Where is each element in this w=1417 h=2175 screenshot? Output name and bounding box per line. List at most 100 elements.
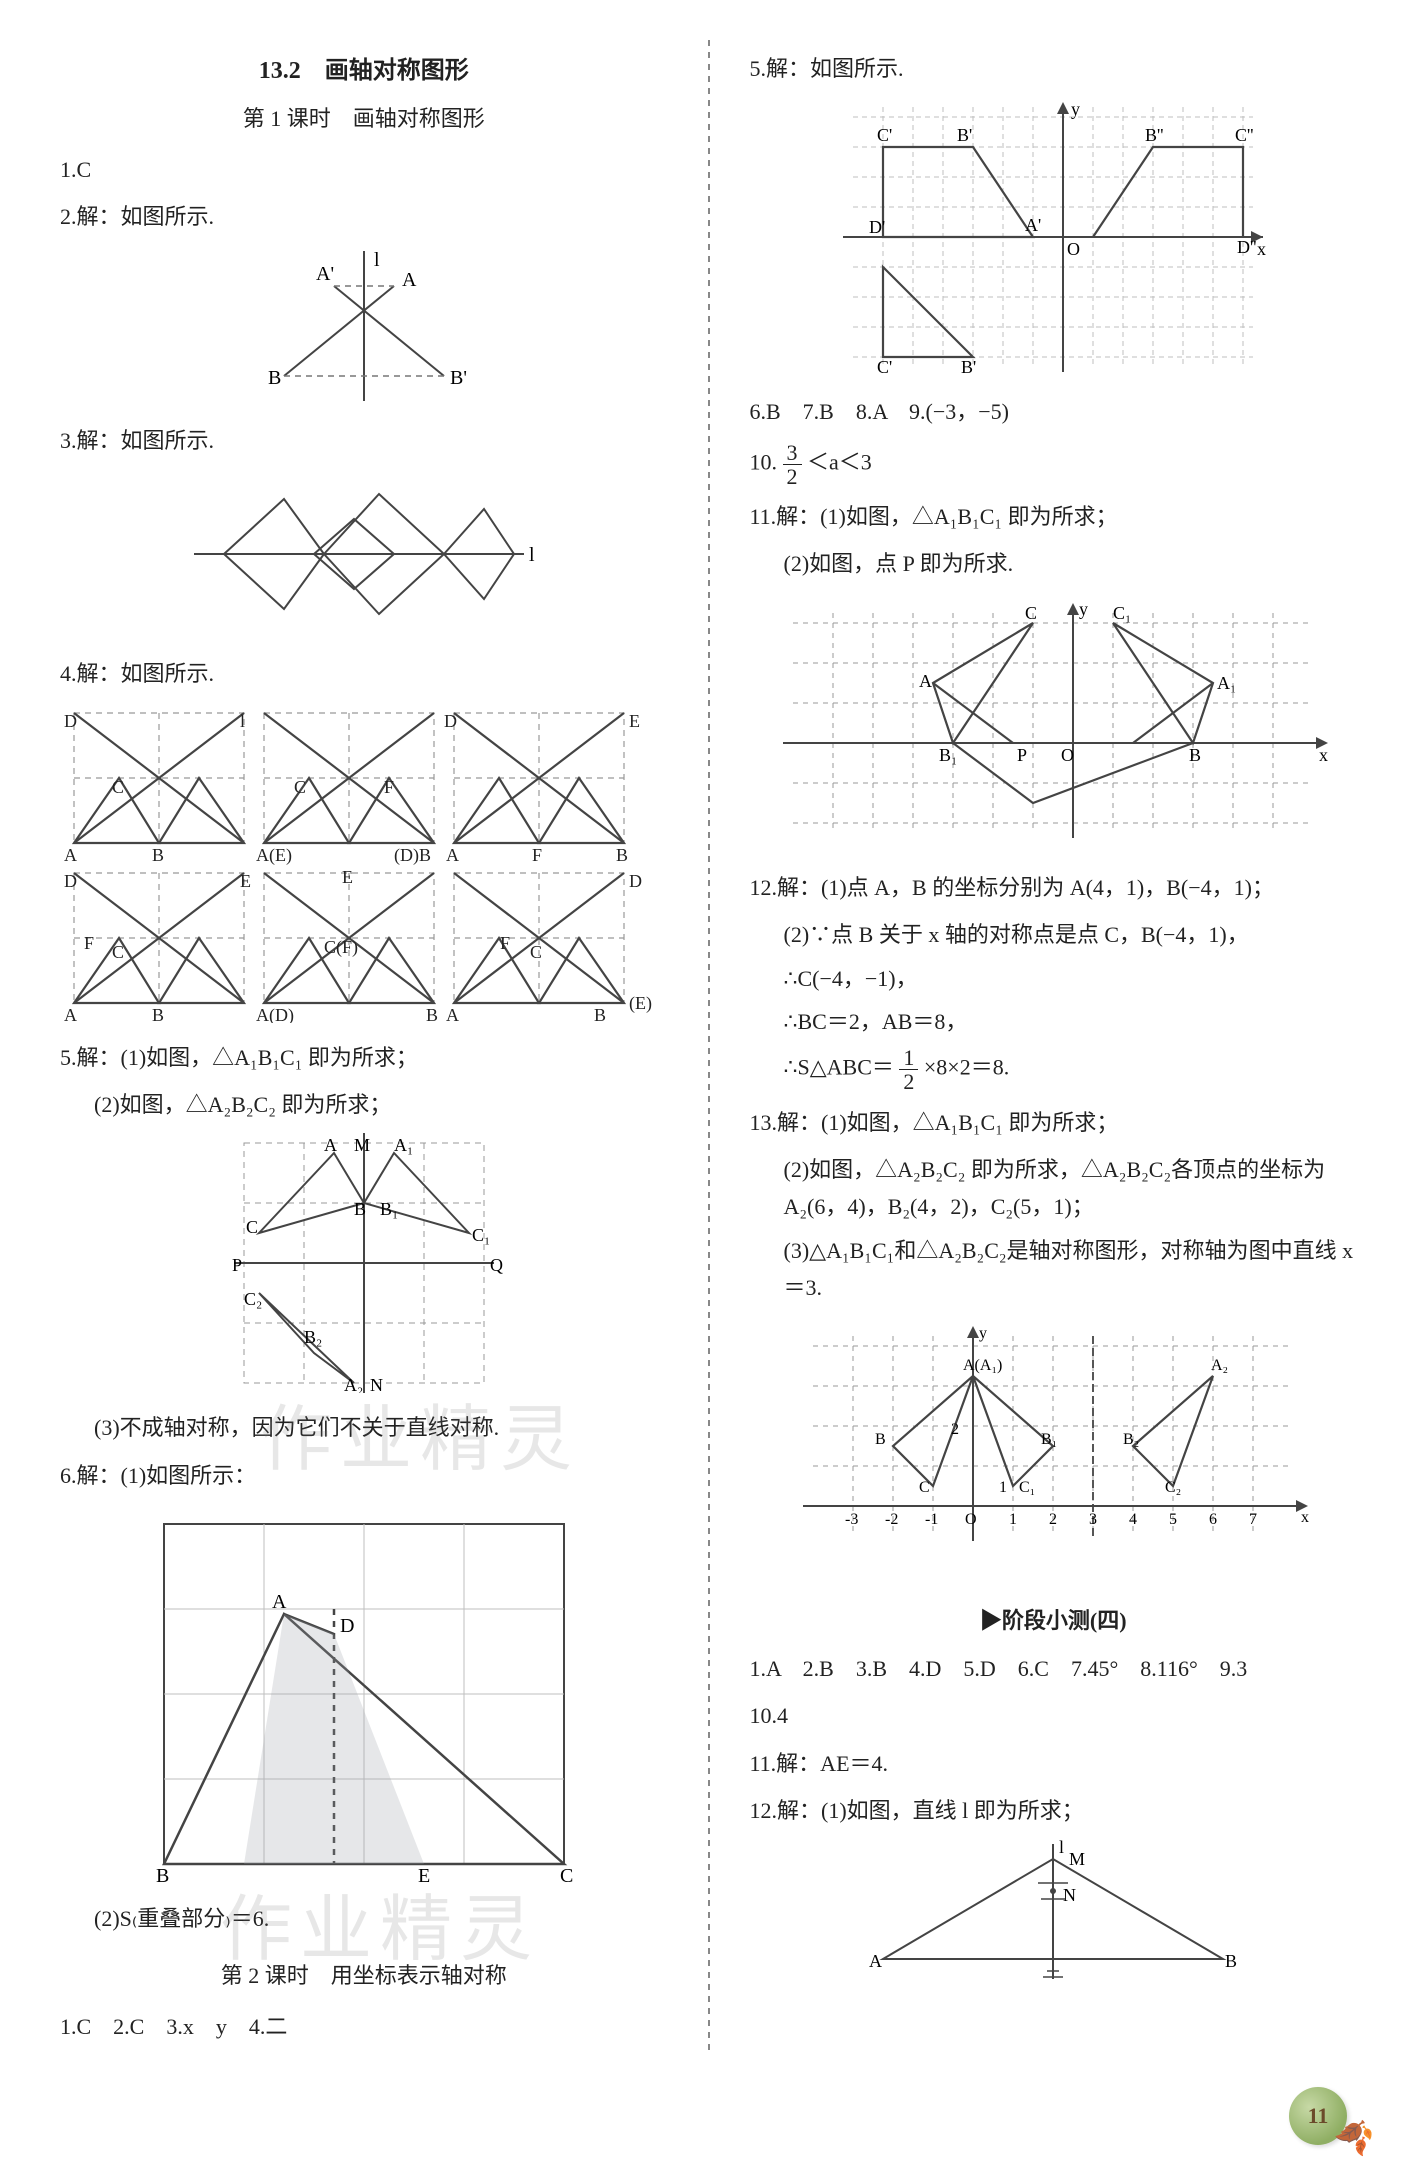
lesson2-title: 第 2 课时 用坐标表示轴对称 xyxy=(60,1958,668,1990)
svg-text:C₂: C₂ xyxy=(1165,1479,1181,1496)
figure-q5: AMA₁ CBB₁C₁ PQ C₂B₂ A₂N xyxy=(60,1133,668,1399)
svg-text:A: A xyxy=(919,671,932,691)
svg-text:3: 3 xyxy=(1089,1511,1097,1528)
svg-text:A₂: A₂ xyxy=(344,1375,363,1393)
svg-text:C: C xyxy=(530,942,542,962)
svg-text:O: O xyxy=(1067,239,1080,259)
svg-text:A: A xyxy=(446,1005,459,1023)
svg-text:D: D xyxy=(64,871,77,891)
svg-text:C: C xyxy=(294,777,306,797)
column-divider xyxy=(708,40,710,2055)
svg-text:C: C xyxy=(112,942,124,962)
svg-text:A': A' xyxy=(1025,215,1041,235)
svg-text:A: A xyxy=(869,1951,882,1971)
svg-text:C: C xyxy=(560,1865,573,1884)
svg-text:y: y xyxy=(1071,99,1080,119)
quiz-11: 11.解：AE＝4. xyxy=(750,1745,1358,1782)
svg-text:P: P xyxy=(1017,745,1027,765)
left-column: 13.2 画轴对称图形 第 1 课时 画轴对称图形 1.C 2.解：如图所示. … xyxy=(60,40,668,2055)
right-column: 5.解：如图所示. xyxy=(750,40,1358,2055)
section-title: 13.2 画轴对称图形 xyxy=(60,50,668,85)
svg-text:A(E): A(E) xyxy=(256,845,292,866)
svg-text:M: M xyxy=(354,1135,370,1155)
svg-text:C: C xyxy=(112,777,124,797)
r-q6-9: 6.B 7.B 8.A 9.(−3，−5) xyxy=(750,393,1358,430)
svg-text:(E): (E) xyxy=(629,993,652,1014)
svg-text:C₁: C₁ xyxy=(1019,1479,1035,1496)
svg-text:O: O xyxy=(965,1511,977,1528)
svg-text:l: l xyxy=(240,711,245,731)
svg-text:F: F xyxy=(500,933,510,953)
svg-text:O: O xyxy=(1061,745,1074,765)
svg-text:B₂: B₂ xyxy=(304,1327,322,1347)
svg-text:E: E xyxy=(240,871,251,891)
figure-q3: l xyxy=(60,469,668,645)
svg-text:B: B xyxy=(1189,745,1201,765)
svg-text:D': D' xyxy=(869,217,885,237)
r-q13-1: 13.解：(1)如图，△A₁B₁C₁ 即为所求； xyxy=(750,1104,1358,1141)
svg-text:7: 7 xyxy=(1249,1511,1257,1528)
svg-text:Q: Q xyxy=(490,1255,503,1275)
q5-line1: 5.解：(1)如图，△A₁B₁C₁ 即为所求； xyxy=(60,1039,668,1076)
svg-text:A: A xyxy=(446,845,459,865)
figure-r5: y C'B' B''C'' D'A' D'' Ox C'B' xyxy=(750,97,1358,383)
svg-text:A: A xyxy=(324,1135,337,1155)
svg-text:2: 2 xyxy=(951,1421,959,1438)
figure-q2: l A' A B B' xyxy=(60,246,668,412)
svg-text:6: 6 xyxy=(1209,1511,1217,1528)
svg-text:A: A xyxy=(64,1005,77,1023)
svg-text:l: l xyxy=(1059,1839,1064,1857)
svg-text:B': B' xyxy=(450,367,467,389)
svg-text:1: 1 xyxy=(999,1479,1007,1496)
svg-text:B: B xyxy=(156,1865,169,1884)
svg-text:-2: -2 xyxy=(885,1511,898,1528)
r-q13-3: (3)△A₁B₁C₁和△A₂B₂C₂是轴对称图形，对称轴为图中直线 x＝3. xyxy=(750,1232,1358,1307)
svg-text:5: 5 xyxy=(1169,1511,1177,1528)
r-q10: 10. 32 ＜a＜3 xyxy=(750,441,1358,488)
r-q12-3: ∴C(−4，−1)， xyxy=(750,960,1358,997)
svg-text:B: B xyxy=(268,367,281,389)
svg-text:B: B xyxy=(354,1199,366,1219)
svg-text:N: N xyxy=(1063,1885,1076,1905)
lesson1-title: 第 1 课时 画轴对称图形 xyxy=(60,101,668,133)
quiz-12: 12.解：(1)如图，直线 l 即为所求； xyxy=(750,1792,1358,1829)
svg-text:M: M xyxy=(1069,1849,1085,1869)
q1-answer: 1.C xyxy=(60,151,668,188)
lesson2-answers: 1.C 2.C 3.x y 4.二 xyxy=(60,2008,668,2045)
r-q12-s: ∴S△ABC＝ 12 ×8×2＝8. xyxy=(750,1046,1358,1093)
q5-line3: (3)不成轴对称，因为它们不关于直线对称. xyxy=(60,1409,668,1446)
svg-text:y: y xyxy=(1079,599,1088,619)
svg-text:F: F xyxy=(532,845,542,865)
q6-line1: 6.解：(1)如图所示： xyxy=(60,1457,668,1494)
svg-text:C: C xyxy=(1025,603,1037,623)
svg-text:C': C' xyxy=(877,125,892,145)
svg-text:D'': D'' xyxy=(1237,237,1257,257)
label-l: l xyxy=(374,249,380,271)
svg-text:B: B xyxy=(616,845,628,865)
r-q12-1: 12.解：(1)点 A，B 的坐标分别为 A(4，1)，B(−4，1)； xyxy=(750,869,1358,906)
svg-text:D: D xyxy=(444,711,457,731)
svg-text:C₂: C₂ xyxy=(244,1289,262,1309)
svg-text:B: B xyxy=(594,1005,606,1023)
svg-text:x: x xyxy=(1319,745,1328,765)
svg-text:A₁: A₁ xyxy=(1217,673,1236,693)
svg-text:(D)B: (D)B xyxy=(394,845,431,866)
r-q13-2: (2)如图，△A₂B₂C₂ 即为所求，△A₂B₂C₂各顶点的坐标为 A₂(6，4… xyxy=(750,1151,1358,1226)
quiz-10: 10.4 xyxy=(750,1697,1358,1734)
quiz-row: 1.A 2.B 3.B 4.D 5.D 6.C 7.45° 8.116° 9.3 xyxy=(750,1650,1358,1687)
svg-text:y: y xyxy=(979,1325,987,1342)
svg-text:B: B xyxy=(1225,1951,1237,1971)
svg-text:D: D xyxy=(64,711,77,731)
svg-text:2: 2 xyxy=(1049,1511,1057,1528)
svg-text:B: B xyxy=(152,845,164,865)
svg-text:F: F xyxy=(384,777,394,797)
svg-text:B₁: B₁ xyxy=(939,745,957,765)
svg-text:B: B xyxy=(152,1005,164,1023)
svg-text:E: E xyxy=(342,867,353,887)
q5-line2: (2)如图，△A₂B₂C₂ 即为所求； xyxy=(60,1086,668,1123)
svg-text:A(D): A(D) xyxy=(256,1005,294,1023)
svg-text:A: A xyxy=(64,845,77,865)
r-q11-2: (2)如图，点 P 即为所求. xyxy=(750,545,1358,582)
q6-line2: (2)S₍重叠部分₎＝6. xyxy=(60,1900,668,1937)
svg-text:C': C' xyxy=(877,357,892,377)
